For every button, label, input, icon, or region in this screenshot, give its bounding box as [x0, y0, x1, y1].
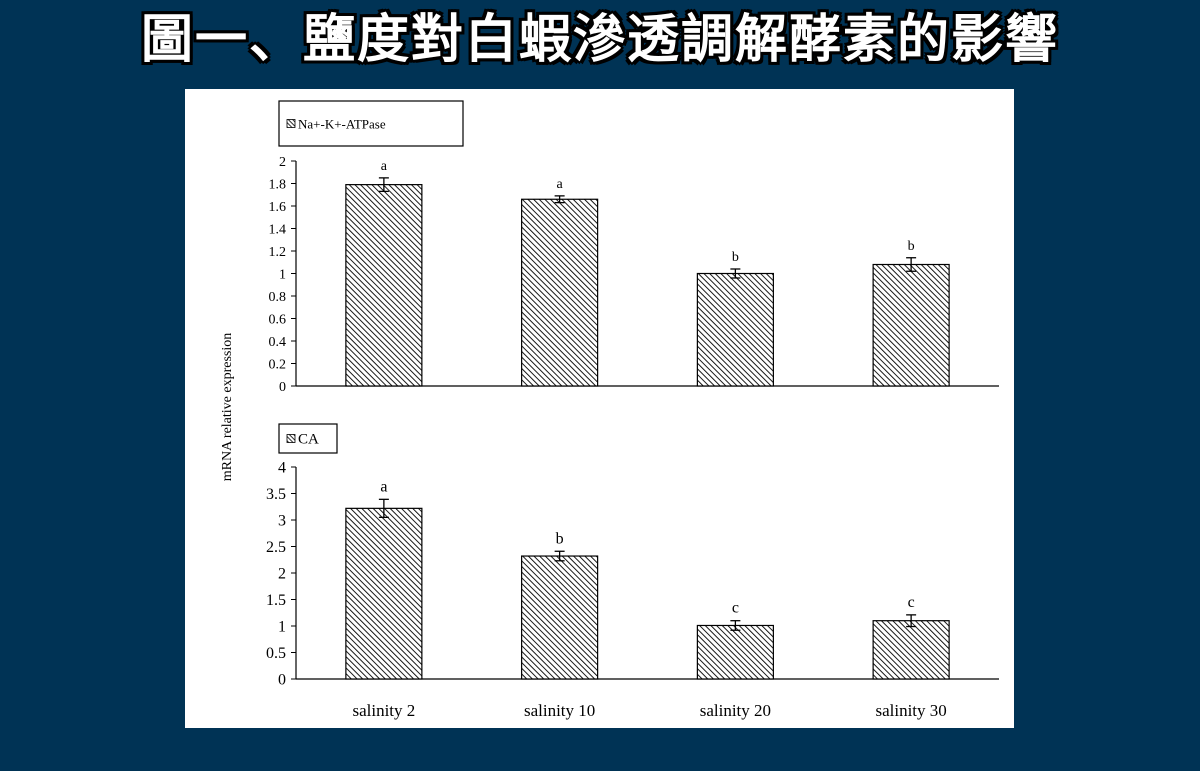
bar	[696, 624, 774, 680]
significance-label: b	[732, 250, 739, 265]
y-tick-label: 1.8	[269, 177, 287, 192]
y-tick-label: 0	[279, 380, 286, 395]
legend-swatch	[286, 119, 296, 128]
significance-label: c	[908, 594, 915, 611]
y-tick-label: 2	[279, 155, 286, 170]
y-tick-label: 1	[279, 267, 286, 282]
y-tick-label: 3	[278, 513, 286, 530]
bar	[521, 198, 599, 387]
significance-label: b	[908, 239, 915, 254]
y-tick-label: 0	[278, 672, 286, 689]
y-tick-label: 4	[278, 460, 286, 477]
significance-label: a	[380, 478, 387, 495]
x-category-label: salinity 20	[700, 701, 771, 720]
bar	[696, 272, 774, 387]
bar	[345, 184, 423, 387]
y-axis-title: mRNA relative expression	[220, 333, 235, 482]
slide-title: 圖一、鹽度對白蝦滲透調解酵素的影響	[140, 10, 1059, 70]
x-category-label: salinity 30	[875, 701, 946, 720]
y-tick-label: 1.2	[269, 245, 287, 260]
figure-panel: 0 0.2 0.4 0.6 0.8 1 1.2 1.4 1.6 1.8 2 a a b b Na+-K+-AT…	[185, 89, 1014, 728]
bar-chart: 0 0.2 0.4 0.6 0.8 1 1.2 1.4 1.6 1.8 2 a a b b Na+-K+-AT…	[220, 100, 999, 720]
y-tick-label: 1.5	[266, 592, 286, 609]
y-tick-label: 2	[278, 566, 286, 583]
y-tick-label: 0.5	[266, 645, 286, 662]
bar	[521, 555, 599, 680]
x-category-label: salinity 10	[524, 701, 595, 720]
y-tick-label: 2.5	[266, 539, 286, 556]
legend-label: Na+-K+-ATPase	[298, 117, 386, 132]
y-tick-label: 1.6	[269, 200, 287, 215]
bar	[872, 620, 950, 680]
bar	[345, 507, 423, 680]
significance-label: c	[732, 600, 739, 617]
legend-label: CA	[298, 432, 319, 448]
bar	[872, 263, 950, 387]
y-tick-label: 0.8	[269, 290, 287, 305]
significance-label: b	[556, 530, 564, 547]
significance-label: a	[381, 159, 388, 174]
significance-label: a	[557, 177, 564, 192]
x-category-label: salinity 2	[352, 701, 415, 720]
y-tick-label: 0.6	[269, 312, 287, 327]
y-tick-label: 0.2	[269, 357, 287, 372]
y-tick-label: 0.4	[269, 335, 287, 350]
legend-box	[278, 100, 464, 147]
legend-swatch	[286, 434, 296, 443]
y-tick-label: 3.5	[266, 486, 286, 503]
y-tick-label: 1	[278, 619, 286, 636]
y-tick-label: 1.4	[269, 222, 287, 237]
